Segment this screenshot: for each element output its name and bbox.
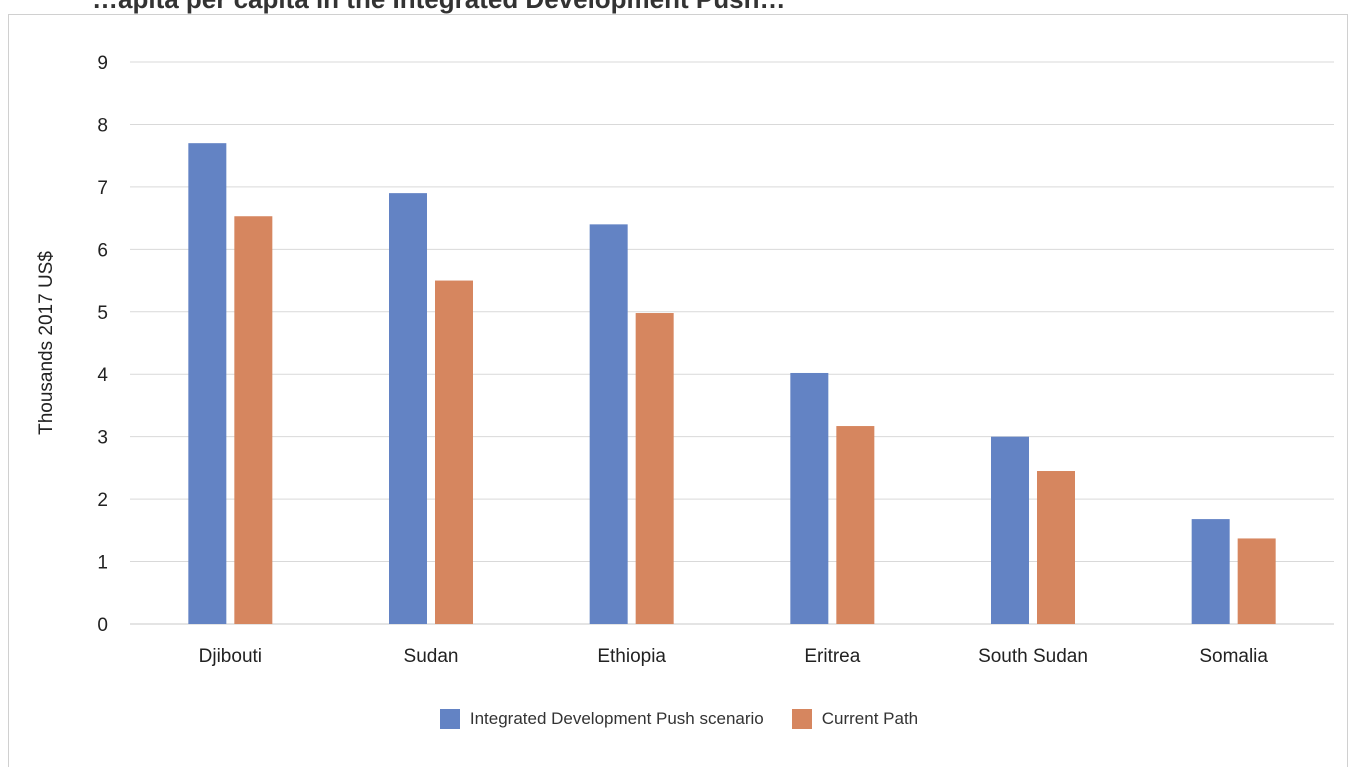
x-tick-label: Djibouti — [199, 646, 262, 667]
y-tick-label: 9 — [97, 53, 108, 74]
y-tick-label: 2 — [97, 490, 108, 511]
bar-idp — [589, 224, 628, 624]
x-tick-label: Somalia — [1199, 646, 1268, 667]
bar-current-path — [1037, 471, 1075, 624]
y-tick-label: 7 — [97, 178, 108, 199]
legend-label-idp: Integrated Development Push scenario — [469, 709, 764, 728]
bar-idp — [790, 372, 829, 624]
x-tick-label: South Sudan — [978, 646, 1088, 667]
bar-current-path — [635, 313, 674, 624]
bar-current-path — [1237, 538, 1276, 624]
x-tick-label: Ethiopia — [597, 646, 666, 667]
bar-idp — [1191, 519, 1230, 624]
legend-item-idp: Integrated Development Push scenario — [439, 709, 764, 729]
bar-current-path — [234, 216, 273, 624]
legend-item-current-path: Current Path — [791, 709, 919, 729]
y-axis-ticks: 0 1 2 3 4 5 6 7 8 9 — [97, 53, 108, 636]
bar-current-path — [836, 426, 875, 624]
bar-idp — [389, 193, 427, 624]
y-tick-label: 5 — [97, 303, 108, 324]
legend: Integrated Development Push scenario Cur… — [0, 704, 1358, 734]
y-tick-label: 8 — [97, 115, 108, 136]
y-tick-label: 6 — [97, 240, 108, 261]
y-tick-label: 3 — [97, 428, 108, 449]
bar-idp — [991, 436, 1029, 624]
y-tick-label: 0 — [97, 615, 108, 636]
bar-current-path — [435, 280, 473, 624]
chart-title-strip: …apita per capita in the Integrated Deve… — [0, 0, 1358, 14]
bar-idp — [188, 143, 227, 624]
bars — [188, 143, 1276, 624]
chart-frame — [8, 14, 1348, 767]
gridlines — [130, 61, 1334, 625]
y-tick-label: 1 — [97, 553, 108, 574]
x-tick-label: Eritrea — [804, 646, 860, 667]
legend-swatch-current-path — [791, 709, 812, 729]
bar-chart: 0 1 2 3 4 5 6 7 8 9 Djibouti Sudan Ethiopia Eritrea S… — [36, 53, 1334, 667]
y-tick-label: 4 — [97, 365, 108, 386]
legend-swatch-idp — [439, 709, 460, 729]
x-tick-label: Sudan — [404, 646, 459, 667]
chart-title: …apita per capita in the Integrated Deve… — [92, 0, 785, 14]
legend-label-current-path: Current Path — [821, 709, 919, 728]
x-axis-ticks: Djibouti Sudan Ethiopia Eritrea South Sudan S… — [199, 646, 1269, 667]
y-axis-label: Thousands 2017 US$ — [36, 251, 57, 435]
